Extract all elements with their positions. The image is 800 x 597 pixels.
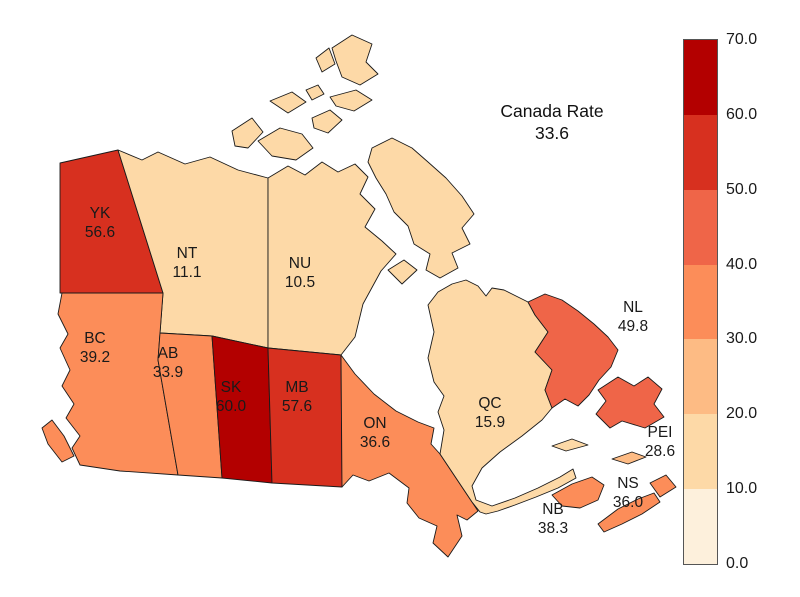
colorbar-tick-label: 70.0 [726,31,758,48]
canada-rate-value: 33.6 [535,123,569,143]
region-code: NB [542,501,564,518]
region-code: PEI [648,424,673,441]
region-value: 39.2 [80,349,110,366]
anticosti-island-shape [551,438,589,452]
colorbar-band [684,414,717,490]
region-label-nb: NB 38.3 [538,501,568,537]
ellesmere-island-shape [331,34,379,86]
region-label-mb: MB 57.6 [282,379,312,415]
region-label-qc: QC 15.9 [475,395,505,431]
region-code: NL [623,299,643,316]
vancouver-island-shape [41,419,75,463]
region-label-ns: NS 36.0 [613,475,644,511]
region-label-bc: BC 39.2 [80,330,110,366]
region-code: SK [221,379,242,396]
region-label-nt: NT 11.1 [172,245,201,281]
region-code: AB [158,345,179,362]
region-code: ON [363,415,386,432]
colorbar-tick-label: 30.0 [726,330,758,348]
region-code: YK [90,205,111,222]
province-qc-shape [427,279,577,515]
region-label-yk: YK 56.6 [85,205,115,241]
region-value: 36.6 [360,434,390,451]
region-label-nl: NL 49.8 [618,299,648,335]
region-label-on: ON 36.6 [360,415,390,451]
region-value: 11.1 [172,264,201,281]
devon-island-shape [329,89,373,112]
region-label-ab: AB 33.9 [153,345,183,381]
province-nb-shape [551,476,605,509]
bathurst-island-shape [305,84,325,101]
axel-heiberg-island-shape [315,47,336,73]
melville-island-shape [269,91,307,114]
colorbar-tick-label: 0.0 [726,555,749,572]
colorbar-band [684,264,717,340]
region-code: NU [289,255,311,272]
prince-of-wales-island-shape [311,109,343,134]
baffin-island-shape [367,137,475,279]
region-value: 36.0 [613,494,644,511]
region-code: MB [285,379,308,396]
cape-breton-shape [649,474,677,498]
colorbar-ticks: 70.0 60.0 50.0 40.0 30.0 20.0 10.0 0.0 [726,31,792,572]
region-label-pei: PEI 28.6 [645,424,675,460]
colorbar-tick-label: 50.0 [726,180,758,198]
colorbar-band [684,339,717,415]
colorbar-tick-label: 10.0 [726,480,758,498]
region-code: QC [478,395,501,412]
region-value: 15.9 [475,414,505,431]
region-code: NT [177,245,198,262]
colorbar-gradient [683,39,718,565]
canada-rate-annotation: Canada Rate 33.6 [500,101,603,143]
region-value: 10.5 [285,274,315,291]
colorbar-tick-label: 60.0 [726,105,758,123]
region-value: 28.6 [645,443,675,460]
colorbar-legend: 70.0 60.0 50.0 40.0 30.0 20.0 10.0 0.0 [683,31,794,572]
province-bc-shape [57,292,179,476]
province-ns-shape [597,492,661,533]
colorbar-band [684,189,717,265]
region-value: 56.6 [85,224,115,241]
colorbar-tick-label: 20.0 [726,405,758,423]
province-pei-shape [611,451,647,465]
region-value: 33.9 [153,364,183,381]
southampton-island-shape [387,259,418,285]
province-mb-shape [267,347,343,488]
province-ab-shape [157,332,223,479]
colorbar-band [684,114,717,190]
region-code: NS [617,475,639,492]
province-nu-mainland-shape [267,161,397,356]
victoria-island-shape [257,127,314,161]
canada-rate-title: Canada Rate [500,101,603,121]
labrador-shape [527,293,619,409]
colorbar-tick-label: 40.0 [726,255,758,273]
region-value: 38.3 [538,520,568,537]
region-value: 57.6 [282,398,312,415]
colorbar-band [684,40,717,115]
region-label-nu: NU 10.5 [285,255,315,291]
region-label-sk: SK 60.0 [216,379,247,415]
province-on-shape [340,354,479,558]
banks-island-shape [231,117,264,149]
newfoundland-island-shape [595,376,665,429]
region-code: BC [84,330,106,347]
region-value: 60.0 [216,398,247,415]
region-value: 49.8 [618,318,648,335]
colorbar-band [684,489,717,565]
